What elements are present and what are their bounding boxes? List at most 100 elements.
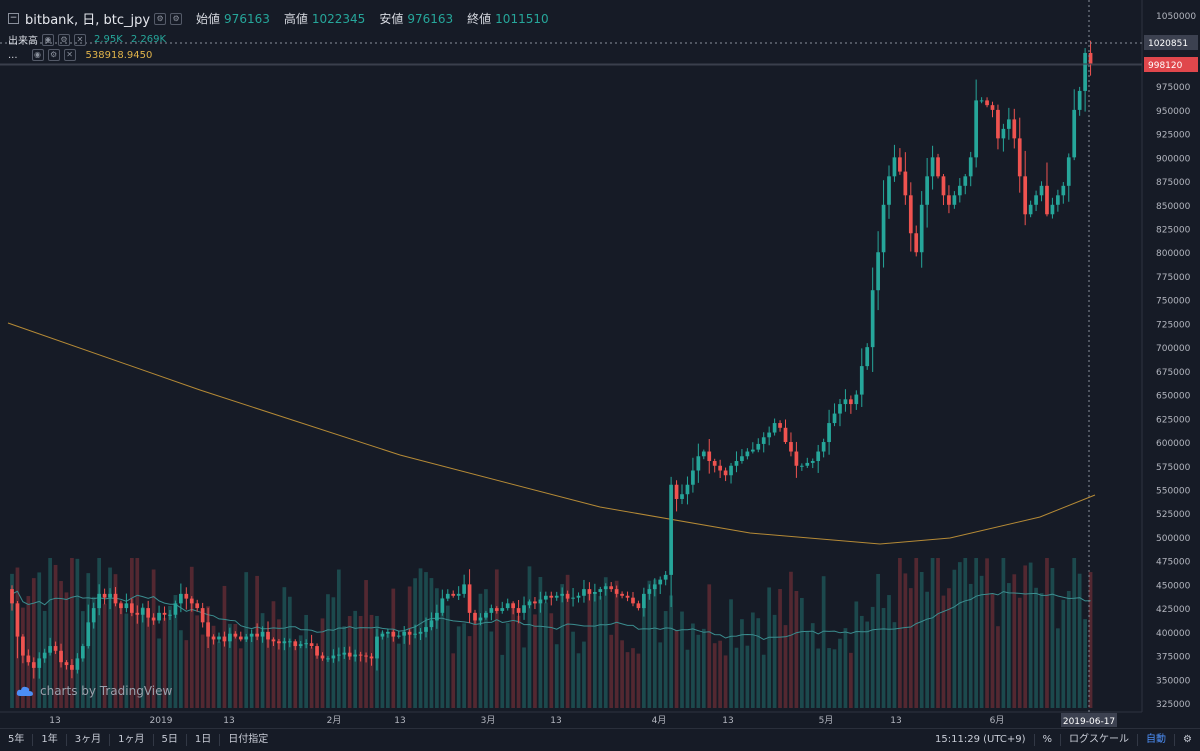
- time-tick-label: 4月: [652, 715, 667, 726]
- settings-icon[interactable]: ⚙: [58, 33, 70, 46]
- settings-icon[interactable]: ⚙: [1174, 734, 1200, 746]
- time-tick-label: 13: [394, 716, 405, 726]
- candle-body: [266, 631, 270, 640]
- clock-time: 15:11:29 (UTC+9): [935, 734, 1026, 745]
- candle-body: [778, 423, 782, 428]
- settings-icon[interactable]: ⚙: [154, 12, 167, 25]
- volume-bar: [91, 596, 96, 708]
- candle-body: [347, 652, 352, 657]
- candle-body: [445, 593, 450, 599]
- candle-body: [238, 636, 243, 640]
- candle-body: [941, 176, 946, 196]
- volume-bar: [429, 578, 434, 708]
- volume-bar: [674, 630, 679, 708]
- volume-bar: [669, 595, 673, 708]
- candle-body: [794, 451, 799, 466]
- low-value: 976163: [407, 11, 454, 26]
- candle-body: [691, 470, 695, 485]
- volume-bar: [849, 652, 853, 708]
- candle-body: [734, 461, 739, 466]
- volume-bar: [113, 574, 118, 708]
- volume-bar: [386, 634, 390, 708]
- candle-body: [859, 366, 864, 395]
- price-tick-label: 850000: [1156, 202, 1191, 212]
- settings-icon[interactable]: ⚙: [47, 49, 60, 61]
- candle-body: [1028, 204, 1033, 215]
- range-1m[interactable]: 1ヶ月: [110, 734, 154, 746]
- volume-bar: [614, 580, 619, 708]
- eye-icon[interactable]: ◉: [42, 33, 54, 46]
- range-3m[interactable]: 3ヶ月: [67, 734, 111, 746]
- price-tick-label: 725000: [1156, 320, 1191, 330]
- volume-bar: [1017, 597, 1022, 708]
- candle-body: [1056, 195, 1060, 205]
- close-icon[interactable]: ✕: [74, 33, 86, 46]
- volume-bar: [985, 558, 989, 708]
- candle-body: [1006, 119, 1011, 129]
- candle-body: [70, 665, 74, 670]
- range-5y[interactable]: 5年: [0, 734, 34, 746]
- candle-body: [184, 593, 189, 599]
- volume-bar: [527, 566, 532, 708]
- volume-bar: [680, 611, 684, 708]
- volume-bar: [489, 631, 494, 708]
- range-1d[interactable]: 1日: [187, 734, 221, 746]
- candle-body: [849, 399, 853, 405]
- time-tick-label: 13: [550, 716, 561, 726]
- volume-bar: [685, 649, 690, 708]
- volume-bar: [636, 653, 641, 708]
- candle-body: [565, 593, 570, 599]
- volume-bar: [456, 626, 461, 708]
- volume-bar: [37, 572, 42, 708]
- volume-bar: [298, 635, 303, 708]
- candle-body: [37, 658, 42, 668]
- volume-bar: [892, 622, 897, 708]
- log-scale-toggle[interactable]: ログスケール: [1060, 734, 1137, 746]
- candle-body: [342, 652, 347, 655]
- range-custom-date[interactable]: 日付指定: [228, 734, 269, 745]
- candle-body: [576, 595, 581, 598]
- candle-body: [211, 636, 216, 640]
- low-label: 安値: [379, 12, 404, 26]
- close-label: 終値: [467, 12, 492, 26]
- candle-body: [772, 423, 777, 433]
- range-1y[interactable]: 1年: [33, 734, 67, 746]
- range-5d[interactable]: 5日: [154, 734, 187, 746]
- eye-icon[interactable]: ◉: [31, 49, 44, 61]
- collapse-icon[interactable]: −: [8, 13, 19, 24]
- volume-bar: [511, 602, 515, 708]
- candle-body: [620, 593, 624, 596]
- volume-bar: [364, 580, 368, 708]
- volume-bar: [799, 597, 804, 708]
- volume-bar: [467, 636, 472, 708]
- auto-scale-toggle[interactable]: 自動: [1137, 734, 1174, 746]
- gear-icon[interactable]: ⚙: [170, 12, 183, 25]
- volume-bar: [129, 558, 134, 708]
- volume-bar: [571, 631, 575, 708]
- candle-body: [228, 633, 232, 642]
- candle-body: [124, 603, 129, 609]
- percent-toggle[interactable]: %: [1033, 734, 1061, 746]
- candle-body: [1083, 52, 1087, 91]
- volume-bar: [560, 584, 565, 708]
- candle-body: [369, 656, 374, 659]
- candle-body: [206, 622, 210, 637]
- volume-bar: [968, 583, 973, 708]
- crosshair-price-label-bg: [1144, 35, 1198, 50]
- candle-body: [614, 589, 619, 594]
- volume-bar: [440, 597, 445, 708]
- volume-bar: [729, 599, 733, 708]
- price-tick-label: 600000: [1156, 439, 1191, 449]
- candle-body: [1061, 185, 1066, 196]
- time-tick-label: 3月: [481, 715, 496, 726]
- close-icon[interactable]: ✕: [63, 49, 76, 61]
- candle-body: [108, 593, 112, 598]
- candle-body: [1017, 138, 1022, 177]
- candle-body: [282, 641, 287, 644]
- tradingview-branding[interactable]: charts by TradingView: [16, 684, 172, 698]
- candle-body: [146, 608, 151, 618]
- volume-bar: [396, 643, 401, 708]
- candle-body: [865, 347, 870, 367]
- volume-bar: [740, 619, 744, 708]
